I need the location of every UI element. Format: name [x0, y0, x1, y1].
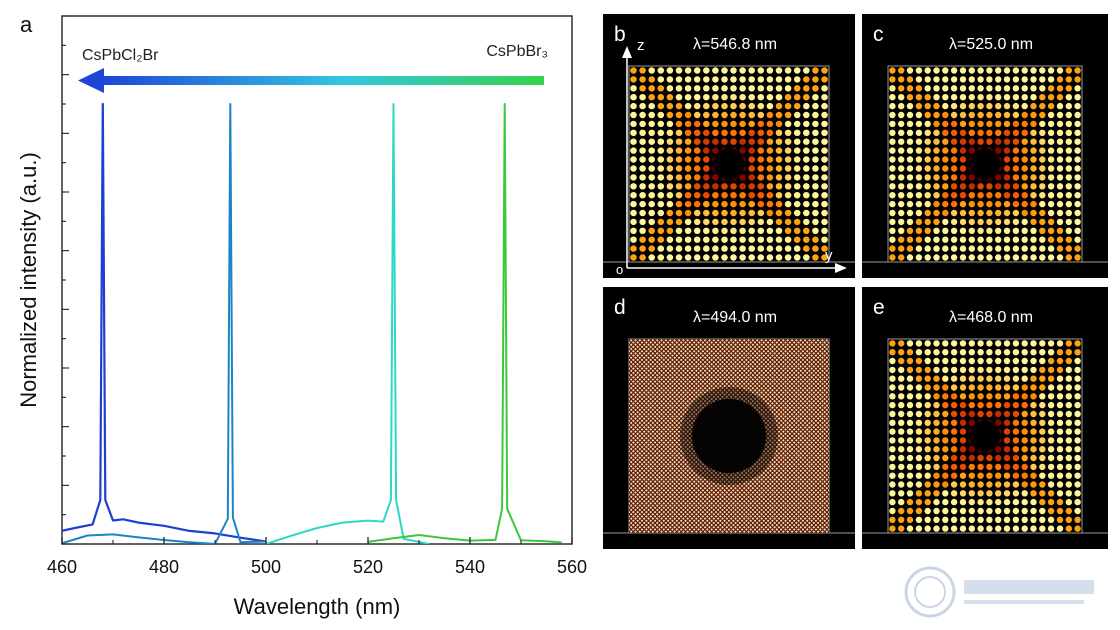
- field-node-halo: [680, 387, 778, 485]
- x-tick-label: 560: [557, 557, 587, 577]
- field-panel-b: b λ=546.8 nm z y o: [603, 14, 855, 278]
- x-tick-label: 500: [251, 557, 281, 577]
- field-node: [969, 148, 1001, 180]
- spectrum-line-546.8: [367, 103, 562, 544]
- panel-label-d: d: [614, 296, 626, 319]
- plot-frame: [61, 15, 573, 545]
- x-tick-label: 460: [47, 557, 77, 577]
- watermark-logo: [904, 566, 1094, 618]
- field-node: [691, 398, 767, 474]
- arrow-label-right: CsPbBr₃: [486, 43, 548, 60]
- x-axis-label: Wavelength (nm): [234, 594, 401, 619]
- z-axis-arrowhead: [622, 46, 632, 58]
- panel-title: λ=525.0 nm: [949, 36, 1033, 53]
- panel-title: λ=546.8 nm: [693, 36, 777, 53]
- panel-title: λ=494.0 nm: [693, 309, 777, 326]
- x-tick-label: 480: [149, 557, 179, 577]
- spectra-group: [62, 102, 562, 544]
- x-tick-label: 520: [353, 557, 383, 577]
- composition-arrow-head: [78, 68, 104, 93]
- panel-background: [862, 287, 1108, 549]
- panel-background: [603, 14, 855, 278]
- axis-label-z: z: [637, 37, 645, 54]
- field-intensity-map: [630, 67, 828, 261]
- y-axis-arrowhead: [835, 263, 847, 273]
- panel-label-e: e: [873, 296, 885, 319]
- spectrum-line-468: [62, 102, 267, 543]
- composition-arrow-shaft: [100, 76, 544, 85]
- arrow-label-left: CsPbCl₂Br: [82, 47, 159, 64]
- axis-origin: o: [616, 262, 623, 277]
- field-node: [969, 420, 1001, 452]
- field-panel-d: d λ=494.0 nm: [603, 287, 855, 549]
- x-tick-label: 540: [455, 557, 485, 577]
- field-intensity-map: [889, 67, 1081, 261]
- panel-label-c: c: [873, 23, 884, 46]
- field-panel-e: e λ=468.0 nm: [862, 287, 1108, 549]
- field-panels: b λ=546.8 nm z y o c λ=525.0 nm d λ=494.0 nm e λ=4…: [603, 14, 1108, 549]
- spectrum-line-494: [62, 103, 267, 544]
- panel-background: [862, 14, 1108, 278]
- field-panel-c: c λ=525.0 nm: [862, 14, 1108, 278]
- axis-ticks: 460 480 500 520 540 560: [47, 15, 587, 577]
- panel-title: λ=468.0 nm: [949, 309, 1033, 326]
- spectrum-line-525: [265, 103, 430, 544]
- y-axis-label: Normalized intensity (a.u.): [16, 152, 41, 408]
- panel-label-a: a: [20, 12, 33, 37]
- field-node: [713, 148, 745, 180]
- field-intensity-map: [629, 339, 829, 533]
- axis-label-y: y: [825, 247, 833, 264]
- panel-label-b: b: [614, 23, 626, 46]
- field-intensity-map: [889, 340, 1081, 532]
